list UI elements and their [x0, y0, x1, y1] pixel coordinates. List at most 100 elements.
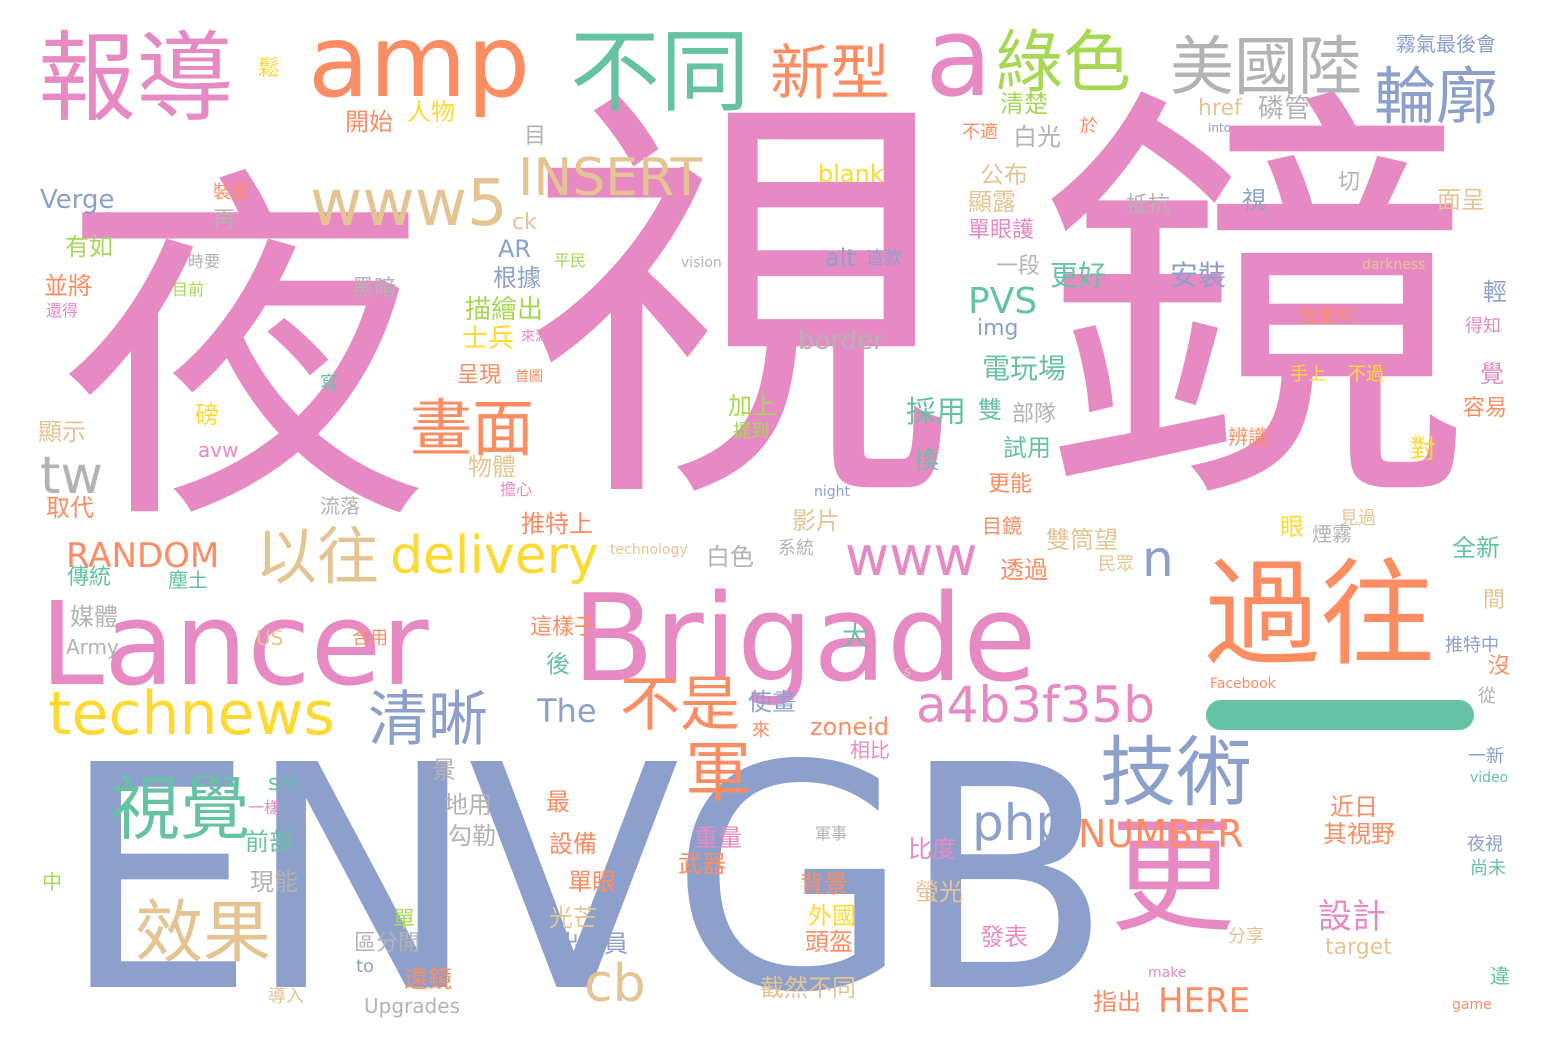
cloud-word: 遠鏡 — [404, 965, 452, 993]
cloud-word: 鏡 — [1040, 57, 1470, 557]
cloud-word: US — [256, 626, 284, 650]
cloud-word: tw — [40, 446, 103, 506]
cloud-word: alt — [825, 244, 856, 272]
cloud-word: 不是 — [620, 670, 740, 740]
cloud-word: 導入 — [268, 986, 304, 1007]
cloud-word: 前部 — [245, 828, 293, 856]
cloud-word: 安裝 — [1170, 259, 1227, 292]
cloud-word: 來 — [752, 720, 770, 741]
cloud-word: 輪廓 — [1374, 60, 1499, 133]
cloud-word: 雙 — [978, 396, 1002, 424]
cloud-word: 辨識 — [1228, 425, 1268, 449]
cloud-word: 輕 — [1483, 278, 1507, 306]
cloud-word: Facebook — [1210, 676, 1276, 692]
cloud-word: 從 — [1478, 686, 1496, 707]
cloud-word: 換 — [915, 446, 939, 474]
cloud-word: 比度 — [908, 835, 956, 863]
cloud-word: 單眼 — [568, 868, 616, 896]
cloud-word: 不適 — [962, 122, 998, 143]
cloud-word: 雙筒望 — [1046, 526, 1118, 554]
cloud-word: 現能 — [250, 868, 298, 896]
cloud-word: zoneid — [810, 713, 890, 741]
cloud-word: 使畫 — [748, 688, 796, 716]
cloud-word: 根據 — [493, 264, 541, 292]
cloud-word: 單 — [393, 908, 416, 933]
cloud-word: avw — [198, 438, 239, 462]
cloud-word: game — [1452, 997, 1492, 1013]
cloud-word: 背景 — [800, 870, 848, 898]
cloud-word: 這樣子 — [530, 615, 597, 640]
cloud-word: 塵土 — [168, 568, 208, 592]
cloud-word: 目前 — [172, 280, 205, 299]
cloud-word: 其視野 — [1323, 820, 1395, 848]
cloud-word: 目鏡 — [982, 514, 1022, 538]
cloud-word: 以往 — [255, 520, 380, 593]
cloud-word: make — [1148, 965, 1187, 981]
cloud-word: 士兵 — [462, 324, 515, 354]
cloud-word: 螢光 — [915, 878, 963, 906]
cloud-word: technews — [48, 679, 335, 749]
cloud-word: 眼 — [1280, 513, 1304, 541]
cloud-word: 寫 — [320, 373, 338, 394]
cloud-word: 鬆 — [254, 56, 279, 78]
cloud-word: 勾勒 — [448, 822, 496, 850]
cloud-word: delivery — [390, 526, 599, 586]
cloud-word: 一新 — [1468, 746, 1504, 767]
cloud-word: 一段 — [996, 254, 1041, 279]
cloud-word: 傳統 — [67, 565, 112, 590]
cloud-word: 清晰 — [368, 685, 488, 755]
cloud-word: 首圖 — [515, 369, 543, 385]
cloud-word: technology — [610, 542, 688, 558]
cloud-word: 指出 — [1093, 988, 1141, 1016]
cloud-word: HERE — [1158, 981, 1251, 1021]
cloud-word: 單眼護 — [968, 218, 1035, 243]
cloud-word: 推特中 — [1445, 635, 1499, 656]
cloud-word: target — [1325, 935, 1392, 960]
cloud-word: 外國 — [808, 902, 856, 930]
cloud-word: 還得 — [46, 301, 79, 320]
cloud-word: 黑暗 — [352, 276, 397, 301]
cloud-word: Verge — [40, 185, 115, 215]
cloud-word: www5 — [310, 167, 508, 241]
cloud-word: 視 — [1242, 186, 1266, 214]
cloud-word: AR — [498, 235, 532, 263]
cloud-word: PVS — [968, 281, 1038, 322]
cloud-word: 技術 — [1100, 728, 1252, 817]
cloud-word: 設備 — [549, 830, 597, 858]
cloud-word: 目 — [524, 124, 547, 149]
cloud-word: a4b3f35b — [916, 676, 1155, 734]
cloud-word: 煙霧 — [1312, 522, 1352, 546]
cloud-word: 更好 — [1050, 259, 1107, 292]
cloud-word: amp — [308, 3, 531, 120]
cloud-word: 截然不同 — [760, 974, 856, 1002]
cloud-word: 尚未 — [1470, 858, 1506, 879]
cloud-word: 武器 — [678, 850, 726, 878]
cloud-word: 於 — [1080, 116, 1098, 137]
cloud-word: 近日 — [1330, 793, 1378, 821]
cloud-word: 開始 — [345, 108, 393, 136]
cloud-word: 部隊 — [1012, 402, 1057, 427]
cloud-word: The — [537, 692, 597, 730]
cloud-word: 軍事 — [815, 824, 848, 843]
cloud-word: INSERT — [518, 148, 703, 208]
cloud-word: 物體 — [468, 453, 516, 481]
cloud-word: to — [356, 956, 375, 977]
cloud-word: 間 — [1483, 588, 1506, 613]
cloud-word: darkness — [1362, 257, 1426, 273]
cloud-word: 美國陸 — [1170, 31, 1362, 105]
cloud-word: 地用 — [444, 791, 492, 819]
cloud-word: cb — [584, 954, 646, 1014]
cloud-word: 公布 — [980, 161, 1028, 189]
cloud-word: 白色 — [706, 543, 754, 571]
cloud-word: 有如 — [65, 233, 113, 261]
cloud-word: blank — [818, 160, 884, 188]
cloud-word: 發表 — [980, 923, 1028, 951]
cloud-word: 推特上 — [521, 510, 593, 538]
cloud-word: 霧氣最後會 — [1396, 32, 1496, 56]
cloud-word: 顯示 — [38, 418, 86, 446]
cloud-word: 綠色 — [995, 24, 1132, 103]
cloud-word: 這款 — [866, 248, 902, 269]
cloud-word: 更能 — [988, 472, 1033, 497]
cloud-word: 採用 — [906, 395, 966, 430]
